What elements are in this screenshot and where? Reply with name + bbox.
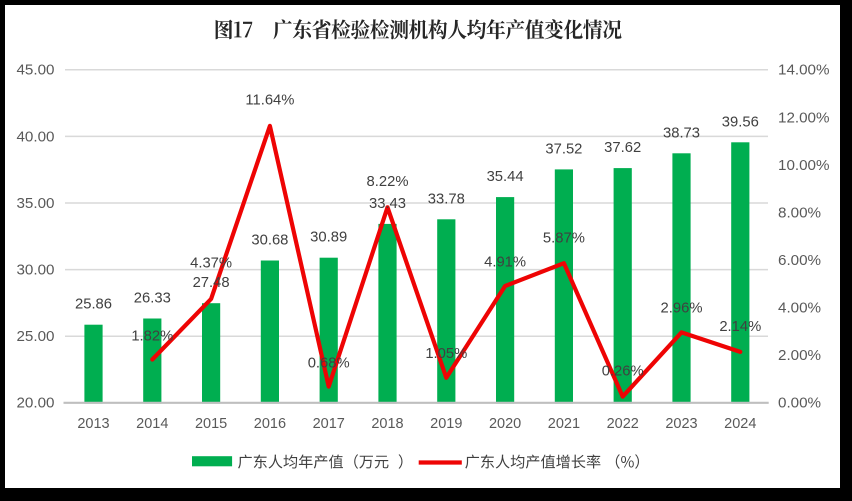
- svg-text:5.87%: 5.87%: [543, 230, 585, 246]
- svg-text:33.43: 33.43: [369, 196, 406, 212]
- svg-text:0.26%: 0.26%: [602, 364, 644, 380]
- svg-text:0.00%: 0.00%: [778, 395, 821, 412]
- svg-text:2013: 2013: [77, 416, 109, 432]
- svg-text:2023: 2023: [665, 416, 697, 432]
- svg-text:2022: 2022: [607, 416, 639, 432]
- svg-text:30.00: 30.00: [16, 262, 54, 279]
- svg-text:2019: 2019: [430, 416, 462, 432]
- svg-text:2.00%: 2.00%: [778, 347, 821, 364]
- svg-text:6.00%: 6.00%: [778, 252, 821, 269]
- svg-text:35.44: 35.44: [487, 169, 524, 185]
- svg-text:30.89: 30.89: [310, 230, 347, 246]
- svg-text:26.33: 26.33: [134, 291, 171, 307]
- svg-text:27.48: 27.48: [193, 275, 230, 291]
- svg-text:8.00%: 8.00%: [778, 204, 821, 221]
- svg-text:4.00%: 4.00%: [778, 300, 821, 317]
- svg-text:37.62: 37.62: [604, 140, 641, 156]
- svg-text:45.00: 45.00: [16, 62, 54, 79]
- svg-text:35.00: 35.00: [16, 195, 54, 212]
- svg-text:10.00%: 10.00%: [778, 157, 830, 174]
- svg-text:0.68%: 0.68%: [308, 355, 350, 371]
- svg-text:2018: 2018: [371, 416, 403, 432]
- svg-text:40.00: 40.00: [16, 128, 54, 145]
- svg-text:1.82%: 1.82%: [131, 329, 173, 345]
- svg-text:2020: 2020: [489, 416, 521, 432]
- svg-text:25.00: 25.00: [16, 328, 54, 345]
- svg-text:2017: 2017: [313, 416, 345, 432]
- svg-text:8.22%: 8.22%: [367, 174, 409, 190]
- svg-text:39.56: 39.56: [722, 114, 759, 130]
- svg-text:4.91%: 4.91%: [484, 255, 526, 271]
- svg-text:37.52: 37.52: [545, 141, 582, 157]
- svg-text:2015: 2015: [195, 416, 227, 432]
- svg-text:2016: 2016: [254, 416, 286, 432]
- svg-text:2.14%: 2.14%: [719, 319, 761, 335]
- svg-text:30.68: 30.68: [251, 233, 288, 249]
- svg-text:38.73: 38.73: [663, 125, 700, 141]
- svg-text:2024: 2024: [724, 416, 756, 432]
- svg-text:20.00: 20.00: [16, 395, 54, 412]
- svg-text:2.96%: 2.96%: [661, 301, 703, 317]
- svg-text:12.00%: 12.00%: [778, 109, 830, 126]
- svg-text:2014: 2014: [136, 416, 168, 432]
- svg-text:1.05%: 1.05%: [425, 346, 467, 362]
- svg-text:14.00%: 14.00%: [778, 62, 830, 79]
- svg-text:11.64%: 11.64%: [245, 93, 294, 109]
- svg-text:33.78: 33.78: [428, 191, 465, 207]
- svg-text:2021: 2021: [548, 416, 580, 432]
- svg-text:25.86: 25.86: [75, 297, 112, 313]
- svg-text:4.37%: 4.37%: [190, 256, 232, 272]
